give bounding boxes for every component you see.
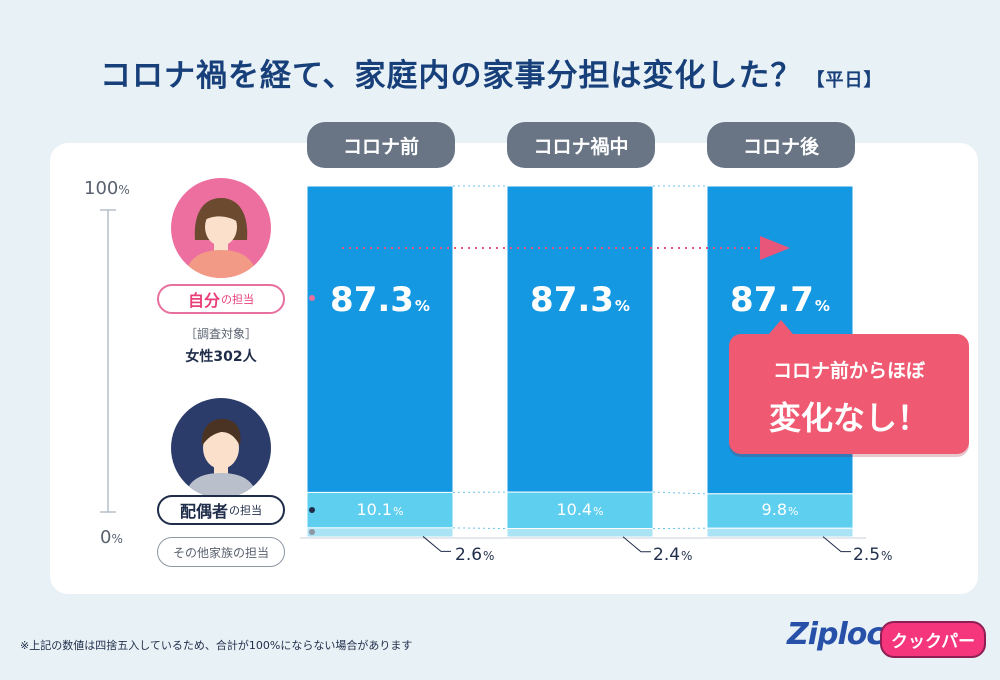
self-value-label: 87.3% [530, 280, 630, 320]
other-segment [306, 527, 454, 538]
callout-line2: 変化なし！ [768, 399, 929, 437]
cookpar-logo: クックパー [880, 621, 987, 658]
other-segment [706, 527, 854, 538]
survey-info: ［調査対象］ 女性302人 [165, 325, 277, 366]
callout-bubble: コロナ前からほぼ 変化なし！ [729, 320, 969, 454]
other-connector-dot [309, 529, 315, 535]
other-leader-line [622, 536, 651, 553]
other-leader-line [422, 536, 451, 552]
other-value-label: 2.4% [653, 545, 693, 565]
title-main: コロナ禍を経て、家庭内の家事分担は変化した？ [100, 58, 803, 94]
trend-arrow-head [760, 236, 790, 260]
other-segment [506, 528, 654, 538]
column-header-before: コロナ前 [307, 122, 455, 168]
footnote: ※上記の数値は四捨五入しているため、合計が100%にならない場合があります [20, 639, 413, 652]
spouse-connector-dot [309, 507, 315, 513]
self-connector-dot [309, 295, 315, 301]
spouse-value-label: 9.8% [761, 500, 799, 519]
self-segment [306, 185, 454, 493]
bar-connector-line [452, 527, 508, 530]
column-header-during: コロナ禍中 [507, 122, 655, 168]
y-axis-bottom-label: 0% [100, 527, 123, 548]
woman-avatar-icon [171, 178, 271, 278]
self-segment [506, 185, 654, 493]
y-axis-top-label: 100% [84, 178, 130, 199]
self-value-label: 87.7% [730, 280, 830, 320]
man-avatar-icon [171, 398, 271, 498]
callout-line1: コロナ前からほぼ [772, 360, 925, 382]
page-title: コロナ禍を経て、家庭内の家事分担は変化した？ 【平日】 [100, 50, 960, 95]
spouse-value-label: 10.1% [356, 500, 404, 519]
other-leader-line [822, 536, 851, 553]
self-value-label: 87.3% [330, 280, 430, 320]
spouse-value-label: 10.4% [556, 500, 604, 519]
other-value-label: 2.5% [853, 545, 893, 565]
survey-label: ［調査対象］ [184, 327, 257, 341]
legend-self: 自分 の担当 [157, 284, 285, 314]
legend-other: その他家族の担当 [157, 537, 285, 567]
column-header-after: コロナ後 [707, 122, 855, 168]
survey-value: 女性302人 [185, 349, 257, 365]
legend-spouse: 配偶者 の担当 [157, 495, 285, 525]
bar-connector-line [652, 491, 708, 495]
other-value-label: 2.6% [455, 545, 495, 565]
ziploc-logo: Ziploc® [787, 617, 895, 652]
title-suffix: 【平日】 [806, 70, 883, 91]
